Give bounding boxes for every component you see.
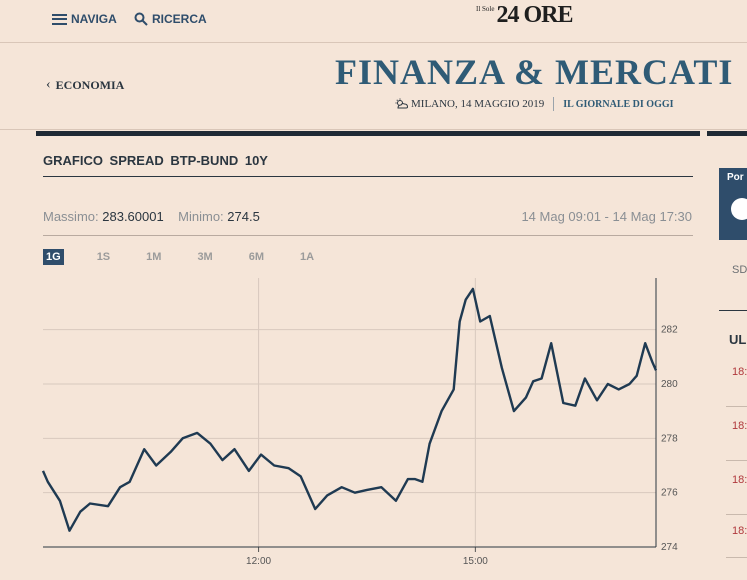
min-label: Minimo:: [178, 209, 224, 224]
chart-stats: Massimo: 283.60001 Minimo: 274.5: [43, 209, 260, 224]
header-divider: [0, 129, 747, 130]
date-range: 14 Mag 09:01 - 14 Mag 17:30: [521, 209, 692, 224]
y-tick-label: 278: [661, 433, 678, 444]
date-text: MILANO, 14 MAGGIO 2019: [411, 98, 545, 110]
sidebar-news-time[interactable]: 18:: [732, 366, 747, 378]
back-to-economia-link[interactable]: ‹ ECONOMIA: [46, 77, 124, 93]
min-value: 274.5: [227, 209, 260, 224]
spread-series-line: [41, 287, 658, 532]
naviga-label: NAVIGA: [71, 12, 117, 26]
sidebar-news-divider: [726, 514, 747, 515]
sidebar-heading: UL: [729, 332, 747, 347]
max-label: Massimo:: [43, 209, 99, 224]
tab-1s[interactable]: 1S: [96, 251, 111, 263]
x-tick-label: 12:00: [246, 556, 271, 567]
sidebar-divider: [719, 310, 747, 311]
search-icon: [134, 12, 148, 26]
spread-chart: 274 276 278 280 282 12:00 15:00: [41, 278, 678, 567]
chart-title: GRAFICO SPREAD BTP-BUND 10Y: [43, 153, 268, 168]
sidebar-news-time[interactable]: 18:: [732, 420, 747, 432]
max-value: 283.60001: [102, 209, 164, 224]
naviga-button[interactable]: NAVIGA: [52, 10, 117, 28]
sidebar-sd-text: SD: [732, 264, 747, 276]
y-tick-label: 276: [661, 488, 678, 499]
timeframe-tabs: 1G 1S 1M 3M 6M 1A: [43, 249, 347, 265]
sidebar-top-rule: [707, 131, 747, 136]
portfolio-pie-icon: [731, 198, 747, 220]
tab-1g[interactable]: 1G: [43, 249, 64, 265]
chart-title-divider: [43, 176, 693, 177]
y-tick-label: 280: [661, 379, 678, 390]
giornale-di-oggi-link[interactable]: IL GIORNALE DI OGGI: [563, 98, 674, 110]
chevron-left-icon: ‹: [46, 77, 51, 92]
sidebar-news-divider: [726, 406, 747, 407]
tab-1a[interactable]: 1A: [300, 251, 315, 263]
page-title: FINANZA & MERCATI: [335, 52, 734, 92]
sidebar-news-divider: [726, 557, 747, 558]
back-label: ECONOMIA: [55, 77, 125, 92]
menu-icon: [52, 13, 67, 25]
dateline: MILANO, 14 MAGGIO 2019 IL GIORNALE DI OG…: [395, 97, 674, 111]
site-logo[interactable]: Il Sole 24 ORE: [476, 2, 574, 29]
sidebar-card-label: Por: [727, 172, 744, 183]
logo-small-text: Il Sole: [476, 5, 495, 13]
sidebar-portfolio-card[interactable]: Por: [719, 168, 747, 240]
content-top-rule: [36, 131, 700, 136]
logo-big-text: 24 ORE: [496, 2, 573, 28]
y-tick-label: 274: [661, 542, 678, 553]
ricerca-label: RICERCA: [152, 12, 207, 26]
weather-cloud-icon: [395, 98, 409, 109]
top-bar: [0, 0, 747, 43]
y-tick-label: 282: [661, 325, 678, 336]
sidebar-news-time[interactable]: 18:: [732, 474, 747, 486]
tab-1m[interactable]: 1M: [146, 251, 162, 263]
dateline-divider: [553, 97, 555, 111]
tab-3m[interactable]: 3M: [197, 251, 213, 263]
stats-divider: [43, 235, 693, 236]
sidebar-news-divider: [726, 460, 747, 461]
sidebar-news-time[interactable]: 18:: [732, 525, 747, 537]
ricerca-button[interactable]: RICERCA: [134, 10, 207, 28]
tab-6m[interactable]: 6M: [248, 251, 264, 263]
x-tick-label: 15:00: [463, 556, 488, 567]
